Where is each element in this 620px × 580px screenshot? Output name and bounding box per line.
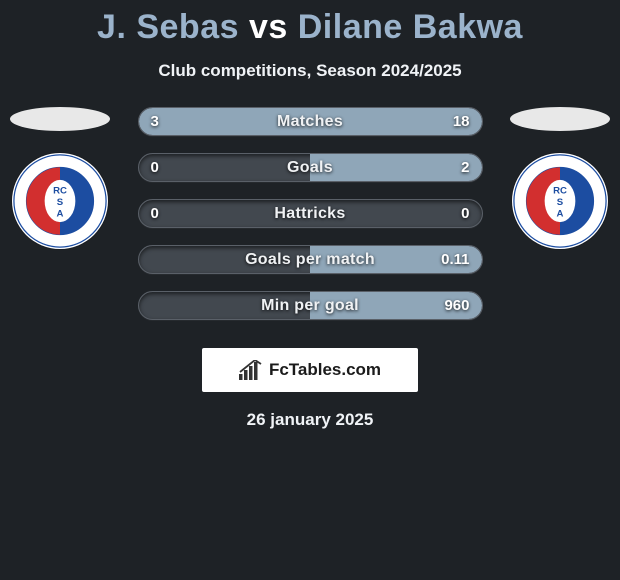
stat-value-left: 0 [151,154,159,181]
attribution-box: FcTables.com [202,348,418,392]
stat-value-right: 0 [461,200,469,227]
left-side: RC S A [5,107,115,249]
svg-text:S: S [557,197,564,208]
player2-avatar-placeholder [510,107,610,131]
svg-text:S: S [57,197,64,208]
stat-label: Goals [139,154,482,181]
subtitle: Club competitions, Season 2024/2025 [0,61,620,81]
vs-text: vs [249,8,288,46]
stat-value-right: 2 [461,154,469,181]
stat-bar: Min per goal960 [138,291,483,320]
stat-label: Hattricks [139,200,482,227]
player2-club-badge: RC S A [512,153,608,249]
stat-value-right: 0.11 [441,246,469,273]
svg-text:A: A [557,208,564,219]
player2-name: Dilane Bakwa [298,8,523,46]
stat-label: Matches [139,108,482,135]
attribution-text: FcTables.com [269,360,381,380]
player1-name: J. Sebas [97,8,239,46]
stat-bars: Matches318Goals02Hattricks00Goals per ma… [138,107,483,320]
stat-value-left: 0 [151,200,159,227]
stat-bar: Goals per match0.11 [138,245,483,274]
stat-value-right: 18 [453,108,470,135]
svg-text:A: A [57,208,64,219]
stat-value-left: 3 [151,108,159,135]
stat-bar: Hattricks0 0 [138,199,483,228]
right-side: RC S A [505,107,615,249]
stat-bar: Goals0 2 [138,153,483,182]
fctables-logo-icon [239,360,263,380]
stat-value-right: 960 [444,292,469,319]
comparison-title: J. Sebas vs Dilane Bakwa [0,0,620,47]
snapshot-date: 26 january 2025 [0,410,620,430]
player1-club-badge: RC S A [12,153,108,249]
stat-bar: Matches3 18 [138,107,483,136]
svg-text:RC: RC [553,185,567,196]
player1-avatar-placeholder [10,107,110,131]
stat-label: Min per goal [139,292,482,319]
stat-label: Goals per match [139,246,482,273]
main-area: RC S A RC S A Matches318Goals02Hattricks… [0,107,620,320]
svg-text:RC: RC [53,185,67,196]
